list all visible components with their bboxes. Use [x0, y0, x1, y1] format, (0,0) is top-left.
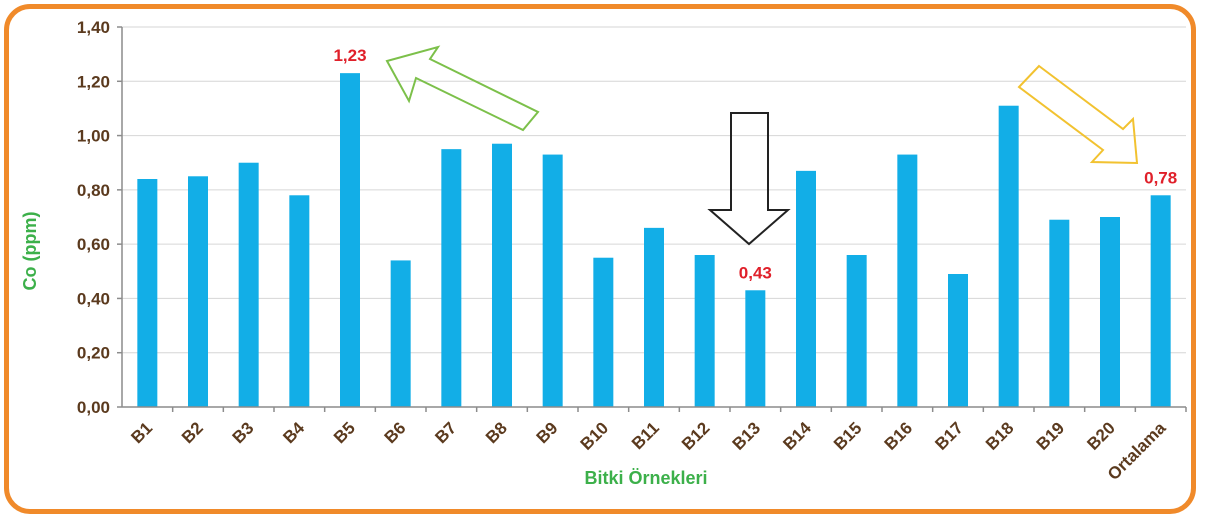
x-tick-label: B5 — [330, 418, 359, 447]
x-tick-label: B8 — [482, 418, 511, 447]
green-arrow-icon — [385, 45, 540, 132]
x-tick-label: B13 — [729, 418, 764, 453]
x-tick-label: B6 — [381, 418, 410, 447]
yellow-arrow-icon — [1017, 64, 1139, 165]
y-axis-ticks: 0,00 0,20 0,40 0,60 0,80 1,00 1,20 1,40 — [77, 18, 122, 417]
black-arrow-icon — [707, 112, 791, 246]
bar-b20 — [1100, 217, 1120, 407]
bar-ortalama — [1150, 195, 1171, 407]
bar-b11 — [644, 227, 664, 407]
x-axis-title: Bitki Örnekleri — [584, 468, 707, 488]
x-tick-label: B18 — [982, 418, 1017, 453]
x-tick-label: B1 — [127, 418, 156, 447]
x-tick-label: B10 — [577, 418, 612, 453]
x-tick-label: B7 — [431, 418, 460, 447]
bar-b8 — [492, 143, 512, 407]
y-tick-label: 0,60 — [77, 235, 110, 254]
x-tick-label: B19 — [1033, 418, 1068, 453]
annotations: 1,23 0,43 0,78 — [333, 46, 1177, 282]
bar-b10 — [593, 257, 614, 407]
x-tick-label: B15 — [830, 418, 865, 453]
bar-b14 — [796, 170, 816, 407]
y-tick-label: 0,20 — [77, 344, 110, 363]
x-tick-label: B3 — [229, 418, 258, 447]
bar-b17 — [948, 274, 968, 407]
bar-b7 — [441, 149, 462, 407]
x-tick-label: B16 — [881, 418, 916, 453]
bar-b5 — [340, 73, 360, 408]
bars — [137, 73, 1171, 408]
bar-b3 — [238, 162, 259, 407]
y-tick-label: 0,40 — [77, 289, 110, 308]
bar-b9 — [542, 154, 563, 407]
x-tick-label: B20 — [1083, 418, 1118, 453]
bar-b19 — [1049, 219, 1070, 407]
annotation-label: 0,78 — [1144, 168, 1177, 187]
x-tick-label: B4 — [279, 418, 308, 447]
x-tick-label: B11 — [628, 418, 663, 453]
bar-b18 — [998, 105, 1019, 407]
bar-b4 — [289, 195, 310, 407]
x-tick-label: B14 — [779, 418, 815, 454]
x-tick-label: B17 — [931, 418, 966, 453]
bar-b2 — [188, 176, 208, 407]
annotation-label: 0,43 — [739, 263, 772, 282]
x-tick-label: B2 — [178, 418, 207, 447]
y-tick-label: 1,40 — [77, 18, 110, 37]
bar-b15 — [846, 255, 867, 407]
y-tick-label: 0,80 — [77, 181, 110, 200]
bar-b6 — [390, 260, 411, 407]
annotation-label: 1,23 — [333, 46, 366, 65]
x-tick-label: B12 — [678, 418, 713, 453]
y-tick-label: 0,00 — [77, 398, 110, 417]
y-tick-label: 1,00 — [77, 127, 110, 146]
bar-b1 — [137, 179, 158, 407]
bar-b16 — [897, 154, 918, 407]
x-tick-label: B9 — [533, 418, 562, 447]
bar-b12 — [694, 255, 715, 407]
bar-b13 — [745, 290, 766, 407]
y-axis-title: Co (ppm) — [20, 212, 40, 291]
y-tick-label: 1,20 — [77, 72, 110, 91]
